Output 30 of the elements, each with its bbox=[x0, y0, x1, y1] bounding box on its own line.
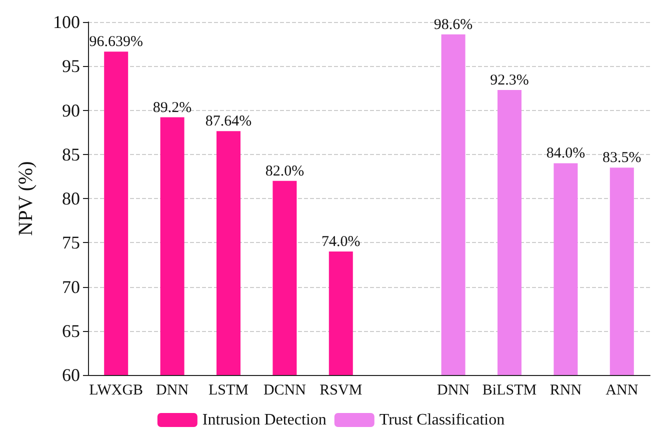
data-label: 82.0% bbox=[265, 163, 304, 180]
x-tick-label: RNN bbox=[550, 382, 582, 398]
y-tick-label: 65 bbox=[62, 320, 80, 341]
y-axis-title: NPV (%) bbox=[15, 161, 37, 236]
legend-label: Intrusion Detection bbox=[202, 412, 326, 428]
data-label: 87.64% bbox=[205, 114, 252, 130]
x-tick-label: LWXGB bbox=[89, 382, 144, 398]
x-tick-label: DCNN bbox=[263, 382, 306, 398]
data-label: 84.0% bbox=[546, 146, 586, 162]
y-tick-label: 75 bbox=[62, 232, 80, 253]
x-tick-label: ANN bbox=[606, 382, 638, 398]
data-label: 89.2% bbox=[152, 100, 192, 116]
x-tick-label: DNN bbox=[437, 382, 470, 398]
data-label: 92.3% bbox=[490, 72, 529, 88]
data-label: 74.0% bbox=[322, 234, 360, 250]
data-label: 96.639% bbox=[89, 34, 143, 50]
y-tick-label: 90 bbox=[62, 100, 80, 120]
y-tick-label: 85 bbox=[62, 144, 80, 164]
x-tick-label: LSTM bbox=[208, 382, 249, 398]
y-tick-label: 100 bbox=[53, 12, 80, 32]
x-tick-label: BiLSTM bbox=[482, 382, 537, 398]
data-label: 83.5% bbox=[602, 150, 642, 166]
y-tick-label: 70 bbox=[62, 276, 80, 297]
y-tick-label: 80 bbox=[62, 188, 80, 208]
data-label: 98.6% bbox=[434, 16, 473, 33]
legend-label: Trust Classification bbox=[379, 412, 505, 428]
y-tick-label: 95 bbox=[62, 56, 80, 76]
x-tick-label: DNN bbox=[156, 382, 189, 398]
x-tick-label: RSVM bbox=[320, 382, 362, 398]
y-tick-label: 60 bbox=[62, 365, 80, 385]
